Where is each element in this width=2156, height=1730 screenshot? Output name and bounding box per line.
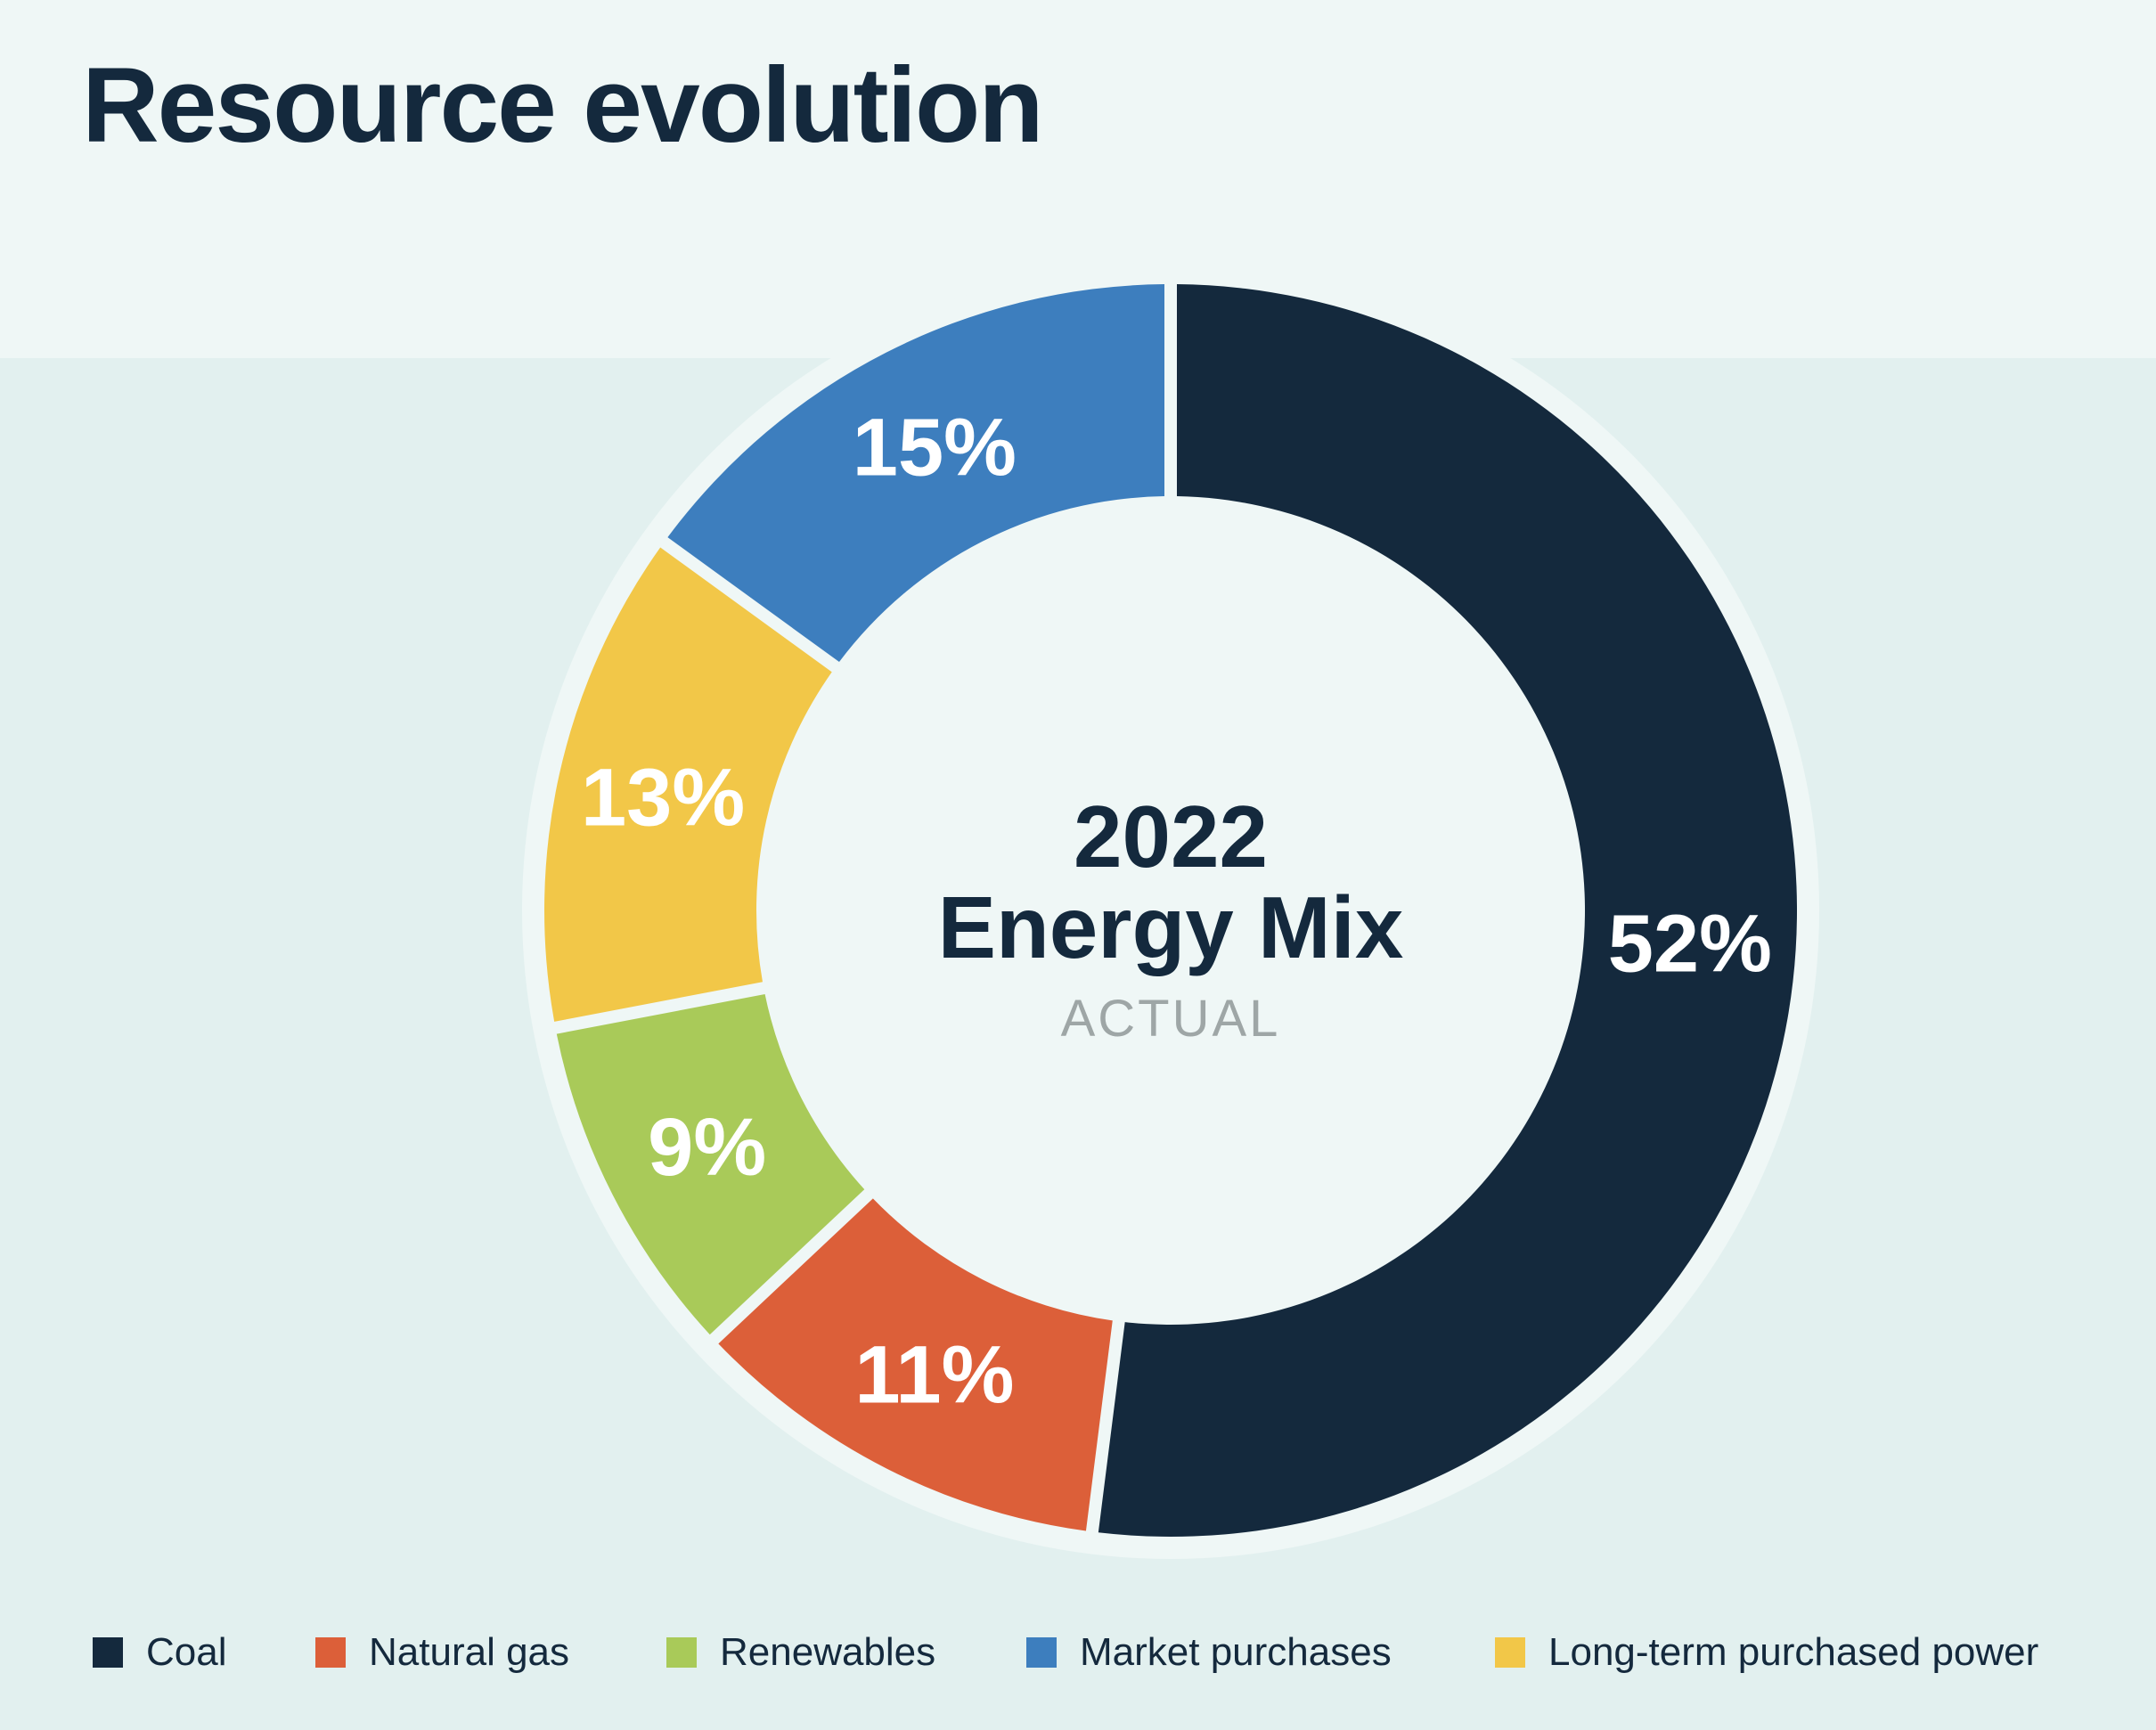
- slice-market-purchases: [667, 284, 1165, 663]
- legend-item-long-term-purchased-power: Long-term purchased power: [1495, 1621, 2038, 1684]
- legend-swatch-long-term-purchased-power: [1495, 1637, 1525, 1668]
- legend-item-renewables: Renewables: [666, 1621, 935, 1684]
- legend-item-coal: Coal: [93, 1621, 227, 1684]
- slice-natural-gas: [718, 1198, 1113, 1531]
- page-title: Resource evolution: [82, 45, 1044, 165]
- legend-label-renewables: Renewables: [720, 1630, 936, 1674]
- legend-label-coal: Coal: [146, 1630, 227, 1674]
- center-title: Energy Mix: [938, 878, 1404, 976]
- slice-label-natural-gas: 11%: [854, 1329, 1014, 1420]
- legend-swatch-natural-gas: [315, 1637, 346, 1668]
- donut-slices: [543, 284, 1798, 1538]
- center-subtitle: ACTUAL: [1061, 990, 1281, 1048]
- legend-item-market-purchases: Market purchases: [1026, 1621, 1392, 1684]
- donut-slice-labels: 52% 11% 9% 13% 15%: [581, 403, 1772, 1421]
- slice-coal: [1098, 284, 1798, 1538]
- chart-legend: Coal Natural gas Renewables Market purch…: [0, 1621, 2156, 1684]
- slice-label-market-purchases: 15%: [853, 403, 1017, 494]
- slice-renewables: [556, 993, 865, 1335]
- slice-long-term-purchased-power: [543, 547, 832, 1022]
- slice-label-coal: 52%: [1608, 899, 1772, 990]
- center-year: 2022: [1074, 787, 1268, 885]
- slice-label-long-term-purchased-power: 13%: [581, 753, 745, 844]
- legend-item-natural-gas: Natural gas: [315, 1621, 569, 1684]
- legend-label-natural-gas: Natural gas: [369, 1630, 570, 1674]
- legend-label-long-term-purchased-power: Long-term purchased power: [1548, 1630, 2039, 1674]
- legend-swatch-coal: [93, 1637, 123, 1668]
- legend-swatch-renewables: [666, 1637, 697, 1668]
- legend-label-market-purchases: Market purchases: [1080, 1630, 1392, 1674]
- slice-label-renewables: 9%: [648, 1102, 766, 1193]
- legend-swatch-market-purchases: [1026, 1637, 1057, 1668]
